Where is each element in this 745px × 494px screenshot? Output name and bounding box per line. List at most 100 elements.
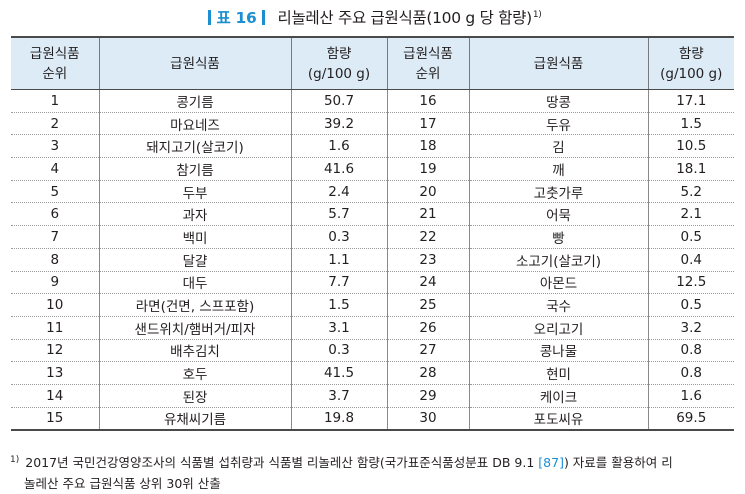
food-cell: 유채씨기름	[98, 407, 292, 432]
value-cell: 1.6	[647, 384, 734, 408]
food-cell: 두부	[98, 180, 292, 204]
food-cell: 대두	[98, 271, 292, 295]
rank-cell: 10	[11, 293, 100, 317]
value-cell: 69.5	[647, 407, 734, 432]
food-cell: 돼지고기(살코기)	[98, 134, 292, 159]
value-cell: 3.7	[290, 384, 388, 408]
food-cell: 국수	[468, 293, 649, 317]
value-cell: 0.3	[290, 225, 388, 249]
value-cell: 19.8	[290, 407, 388, 432]
rank-cell: 9	[11, 271, 100, 295]
food-cell: 고춧가루	[468, 180, 649, 204]
table-row: 9 대두 7.7 24 아몬드 12.5	[11, 271, 734, 295]
food-cell: 콩나물	[468, 339, 649, 363]
value-cell: 1.1	[290, 248, 388, 272]
table-row: 15 유채씨기름 19.8 30 포도씨유 69.5	[11, 407, 734, 432]
value-cell: 2.4	[290, 180, 388, 204]
table-title: 표 16 리놀레산 주요 급원식품(100 g 당 함량)1)	[0, 4, 745, 30]
table-row: 14 된장 3.7 29 케이크 1.6	[11, 384, 734, 408]
table-row: 7 백미 0.3 22 빵 0.5	[11, 225, 734, 249]
table-row: 3 돼지고기(살코기) 1.6 18 김 10.5	[11, 134, 734, 159]
food-cell: 깨	[468, 157, 649, 181]
food-cell: 케이크	[468, 384, 649, 408]
title-footnote-mark: 1)	[532, 9, 542, 20]
value-cell: 10.5	[647, 134, 734, 159]
rank-cell: 19	[386, 157, 470, 181]
rank-cell: 23	[386, 248, 470, 272]
header-food-left: 급원식품	[98, 36, 292, 90]
rank-cell: 26	[386, 316, 470, 340]
rank-cell: 24	[386, 271, 470, 295]
rank-cell: 29	[386, 384, 470, 408]
value-cell: 5.2	[647, 180, 734, 204]
food-cell: 두유	[468, 112, 649, 136]
rank-cell: 27	[386, 339, 470, 363]
value-cell: 3.2	[647, 316, 734, 340]
rank-cell: 1	[11, 89, 100, 113]
table-row: 6 과자 5.7 21 어묵 2.1	[11, 202, 734, 227]
rank-cell: 3	[11, 134, 100, 159]
table-row: 10 라면(건면, 스프포함) 1.5 25 국수 0.5	[11, 293, 734, 317]
footnote-text-before: 2017년 국민건강영양조사의 식품별 섭취량과 식품별 리놀레산 함량(국가표…	[25, 455, 539, 471]
table-row: 2 마요네즈 39.2 17 두유 1.5	[11, 112, 734, 136]
value-cell: 1.5	[647, 112, 734, 136]
value-cell: 3.1	[290, 316, 388, 340]
food-cell: 샌드위치/햄버거/피자	[98, 316, 292, 340]
table-row: 13 호두 41.5 28 현미 0.8	[11, 361, 734, 385]
table-row: 11 샌드위치/햄버거/피자 3.1 26 오리고기 3.2	[11, 316, 734, 340]
footnote-text-after: ) 자료를 활용하여 리	[563, 455, 673, 471]
rank-cell: 6	[11, 202, 100, 227]
rank-cell: 8	[11, 248, 100, 272]
table-row: 5 두부 2.4 20 고춧가루 5.2	[11, 180, 734, 204]
rank-cell: 30	[386, 407, 470, 432]
value-cell: 0.5	[647, 293, 734, 317]
food-cell: 아몬드	[468, 271, 649, 295]
food-cell: 오리고기	[468, 316, 649, 340]
value-cell: 50.7	[290, 89, 388, 113]
table-body: 1 콩기름 50.7 16 땅콩 17.1 2 마요네즈 39.2 17 두유 1.5 3 돼지고기(살코…	[11, 89, 734, 432]
rank-cell: 11	[11, 316, 100, 340]
value-cell: 0.5	[647, 225, 734, 249]
table-row: 8 달걀 1.1 23 소고기(살코기) 0.4	[11, 248, 734, 272]
food-cell: 호두	[98, 361, 292, 385]
rank-cell: 25	[386, 293, 470, 317]
rank-cell: 22	[386, 225, 470, 249]
rank-cell: 15	[11, 407, 100, 432]
value-cell: 1.6	[290, 134, 388, 159]
footnote-reference-link[interactable]: [87]	[538, 455, 564, 471]
title-bar-right	[261, 9, 265, 25]
rank-cell: 18	[386, 134, 470, 159]
value-cell: 18.1	[647, 157, 734, 181]
table-label: 표 16	[216, 9, 257, 27]
food-cell: 배추김치	[98, 339, 292, 363]
rank-cell: 5	[11, 180, 100, 204]
footnote: 1) 2017년 국민건강영양조사의 식품별 섭취량과 식품별 리놀레산 함량(국…	[10, 450, 738, 494]
value-cell: 2.1	[647, 202, 734, 227]
value-cell: 0.4	[647, 248, 734, 272]
food-cell: 된장	[98, 384, 292, 408]
header-food-right: 급원식품	[468, 36, 649, 90]
food-cell: 마요네즈	[98, 112, 292, 136]
value-cell: 1.5	[290, 293, 388, 317]
food-cell: 빵	[468, 225, 649, 249]
food-cell: 과자	[98, 202, 292, 227]
header-row: 급원식품 순위 급원식품 함량 (g/100 g) 급원식품 순위 급원식품 함량 (g…	[11, 36, 734, 90]
rank-cell: 21	[386, 202, 470, 227]
food-cell: 땅콩	[468, 89, 649, 113]
header-rank-left: 급원식품 순위	[11, 36, 100, 90]
table-row: 4 참기름 41.6 19 깨 18.1	[11, 157, 734, 181]
title-main: 리놀레산 주요 급원식품(100 g 당 함량)	[277, 9, 533, 27]
food-cell: 참기름	[98, 157, 292, 181]
value-cell: 5.7	[290, 202, 388, 227]
footnote-mark: 1)	[10, 455, 20, 465]
rank-cell: 14	[11, 384, 100, 408]
food-cell: 김	[468, 134, 649, 159]
rank-cell: 17	[386, 112, 470, 136]
food-cell: 달걀	[98, 248, 292, 272]
value-cell: 39.2	[290, 112, 388, 136]
rank-cell: 7	[11, 225, 100, 249]
food-cell: 어묵	[468, 202, 649, 227]
header-rank-right: 급원식품 순위	[386, 36, 470, 90]
rank-cell: 12	[11, 339, 100, 363]
value-cell: 12.5	[647, 271, 734, 295]
